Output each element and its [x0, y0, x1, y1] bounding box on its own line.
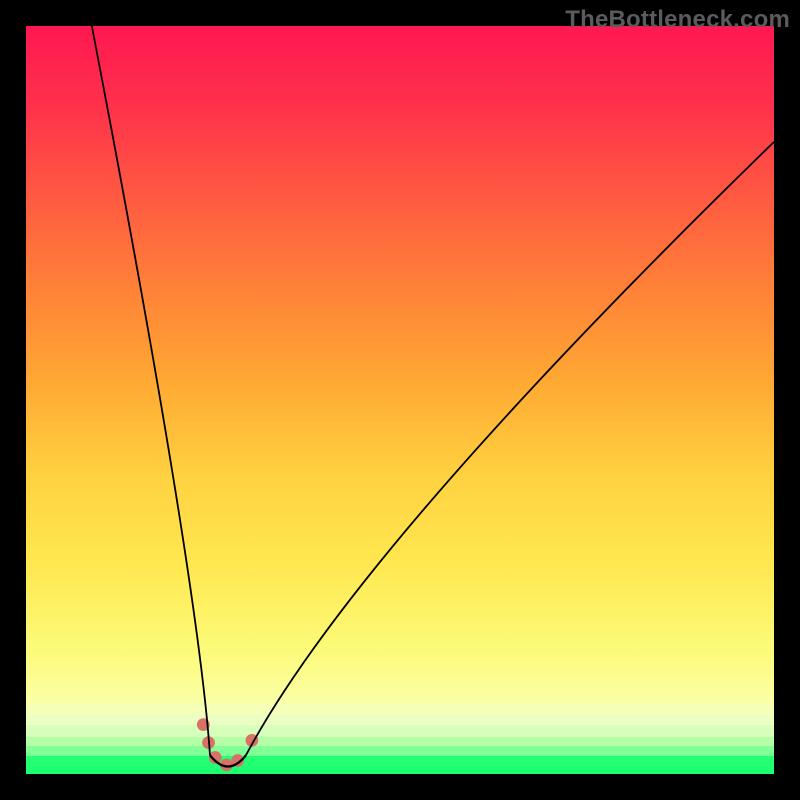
- background-gradient: [26, 26, 774, 774]
- green-band: [26, 725, 774, 736]
- green-band: [26, 703, 774, 714]
- plot-area: [26, 26, 774, 774]
- green-band: [26, 714, 774, 725]
- chart-frame: TheBottleneck.com: [0, 0, 800, 800]
- green-band: [26, 737, 774, 747]
- green-band: [26, 746, 774, 756]
- watermark-text: TheBottleneck.com: [565, 6, 790, 34]
- green-band: [26, 756, 774, 774]
